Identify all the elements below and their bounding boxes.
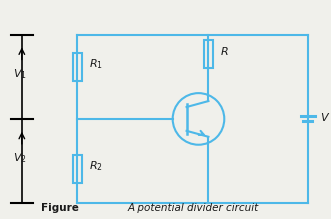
Text: $R_2$: $R_2$ <box>89 159 103 173</box>
Bar <box>73 155 82 183</box>
Bar <box>73 53 82 81</box>
Text: $V_1$: $V_1$ <box>13 67 27 81</box>
Text: $R$: $R$ <box>220 45 229 57</box>
Bar <box>204 40 213 68</box>
Text: Figure: Figure <box>41 203 78 213</box>
Text: $V$: $V$ <box>319 111 330 123</box>
Text: A potential divider circuit: A potential divider circuit <box>128 203 259 213</box>
Text: $V_2$: $V_2$ <box>13 151 27 165</box>
Text: $R_1$: $R_1$ <box>89 57 103 71</box>
